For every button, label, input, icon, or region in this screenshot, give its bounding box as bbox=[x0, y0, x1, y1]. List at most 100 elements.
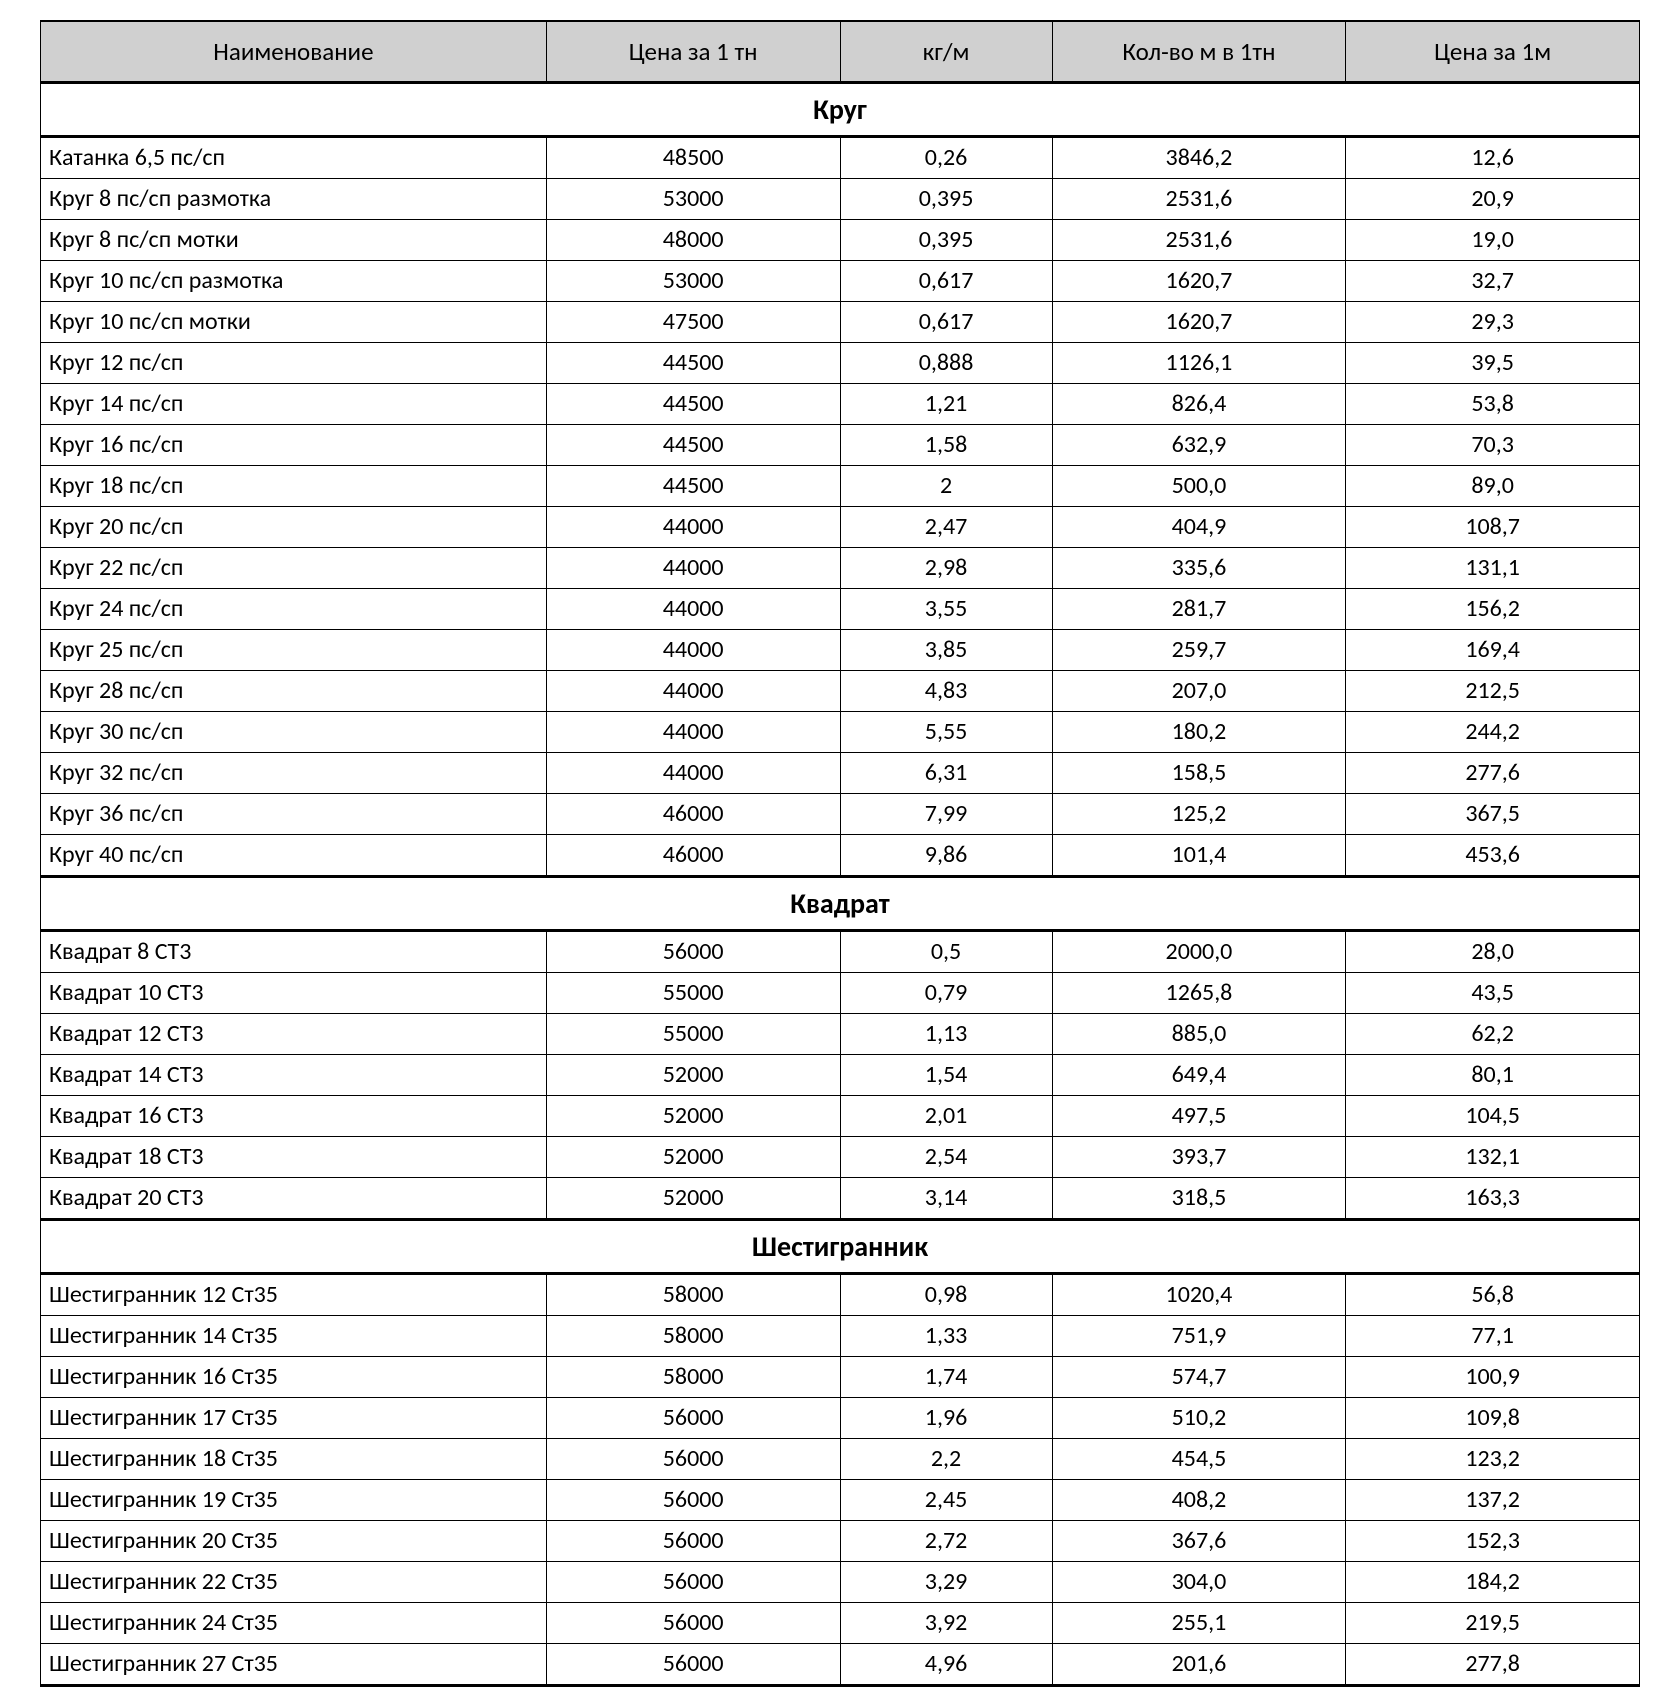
cell-value: 1,96 bbox=[840, 1398, 1052, 1439]
cell-value: 55000 bbox=[546, 973, 840, 1014]
section-title: Шестигранник bbox=[41, 1220, 1640, 1274]
cell-value: 2,54 bbox=[840, 1137, 1052, 1178]
cell-value: 885,0 bbox=[1052, 1014, 1346, 1055]
col-price-tn: Цена за 1 тн bbox=[546, 21, 840, 83]
cell-value: 158,5 bbox=[1052, 753, 1346, 794]
cell-value: 163,3 bbox=[1346, 1178, 1640, 1220]
cell-value: 632,9 bbox=[1052, 425, 1346, 466]
cell-value: 3,55 bbox=[840, 589, 1052, 630]
section-title: Круг bbox=[41, 83, 1640, 137]
cell-name: Квадрат 14 СТ3 bbox=[41, 1055, 547, 1096]
cell-value: 1,13 bbox=[840, 1014, 1052, 1055]
cell-value: 0,617 bbox=[840, 302, 1052, 343]
cell-name: Круг 20 пс/сп bbox=[41, 507, 547, 548]
cell-name: Круг 24 пс/сп bbox=[41, 589, 547, 630]
cell-value: 44000 bbox=[546, 630, 840, 671]
cell-name: Квадрат 8 СТ3 bbox=[41, 931, 547, 973]
table-body: КругКатанка 6,5 пс/сп485000,263846,212,6… bbox=[41, 83, 1640, 1686]
cell-value: 52000 bbox=[546, 1137, 840, 1178]
cell-name: Круг 18 пс/сп bbox=[41, 466, 547, 507]
cell-value: 574,7 bbox=[1052, 1357, 1346, 1398]
cell-value: 20,9 bbox=[1346, 179, 1640, 220]
cell-value: 44000 bbox=[546, 671, 840, 712]
cell-value: 1,58 bbox=[840, 425, 1052, 466]
table-row: Квадрат 18 СТ3520002,54393,7132,1 bbox=[41, 1137, 1640, 1178]
table-row: Квадрат 12 СТ3550001,13885,062,2 bbox=[41, 1014, 1640, 1055]
cell-value: 56000 bbox=[546, 1603, 840, 1644]
table-row: Круг 10 пс/сп размотка530000,6171620,732… bbox=[41, 261, 1640, 302]
cell-value: 219,5 bbox=[1346, 1603, 1640, 1644]
cell-value: 1620,7 bbox=[1052, 302, 1346, 343]
table-row: Шестигранник 24 Ст35560003,92255,1219,5 bbox=[41, 1603, 1640, 1644]
table-row: Квадрат 20 СТ3520003,14318,5163,3 bbox=[41, 1178, 1640, 1220]
cell-value: 44500 bbox=[546, 466, 840, 507]
cell-value: 56000 bbox=[546, 1398, 840, 1439]
cell-name: Шестигранник 18 Ст35 bbox=[41, 1439, 547, 1480]
cell-value: 2531,6 bbox=[1052, 179, 1346, 220]
cell-name: Шестигранник 27 Ст35 bbox=[41, 1644, 547, 1686]
cell-name: Шестигранник 20 Ст35 bbox=[41, 1521, 547, 1562]
cell-value: 44500 bbox=[546, 343, 840, 384]
table-row: Круг 16 пс/сп445001,58632,970,3 bbox=[41, 425, 1640, 466]
cell-value: 101,4 bbox=[1052, 835, 1346, 877]
table-row: Круг 36 пс/сп460007,99125,2367,5 bbox=[41, 794, 1640, 835]
cell-name: Шестигранник 16 Ст35 bbox=[41, 1357, 547, 1398]
cell-value: 304,0 bbox=[1052, 1562, 1346, 1603]
cell-value: 43,5 bbox=[1346, 973, 1640, 1014]
cell-value: 48000 bbox=[546, 220, 840, 261]
cell-name: Круг 14 пс/сп bbox=[41, 384, 547, 425]
cell-value: 2,72 bbox=[840, 1521, 1052, 1562]
cell-value: 89,0 bbox=[1346, 466, 1640, 507]
cell-value: 7,99 bbox=[840, 794, 1052, 835]
cell-value: 453,6 bbox=[1346, 835, 1640, 877]
cell-name: Квадрат 12 СТ3 bbox=[41, 1014, 547, 1055]
cell-value: 32,7 bbox=[1346, 261, 1640, 302]
cell-value: 0,888 bbox=[840, 343, 1052, 384]
table-row: Шестигранник 12 Ст35580000,981020,456,8 bbox=[41, 1274, 1640, 1316]
cell-name: Шестигранник 22 Ст35 bbox=[41, 1562, 547, 1603]
cell-value: 53,8 bbox=[1346, 384, 1640, 425]
cell-value: 500,0 bbox=[1052, 466, 1346, 507]
col-price-m: Цена за 1м bbox=[1346, 21, 1640, 83]
cell-value: 3,85 bbox=[840, 630, 1052, 671]
cell-name: Круг 10 пс/сп размотка bbox=[41, 261, 547, 302]
table-row: Круг 30 пс/сп440005,55180,2244,2 bbox=[41, 712, 1640, 753]
cell-value: 137,2 bbox=[1346, 1480, 1640, 1521]
cell-name: Круг 30 пс/сп bbox=[41, 712, 547, 753]
cell-value: 48500 bbox=[546, 137, 840, 179]
section-header: Шестигранник bbox=[41, 1220, 1640, 1274]
cell-value: 47500 bbox=[546, 302, 840, 343]
cell-value: 277,8 bbox=[1346, 1644, 1640, 1686]
cell-value: 19,0 bbox=[1346, 220, 1640, 261]
cell-value: 335,6 bbox=[1052, 548, 1346, 589]
section-title: Квадрат bbox=[41, 877, 1640, 931]
cell-name: Квадрат 20 СТ3 bbox=[41, 1178, 547, 1220]
table-row: Квадрат 16 СТ3520002,01497,5104,5 bbox=[41, 1096, 1640, 1137]
table-row: Квадрат 8 СТ3560000,52000,028,0 bbox=[41, 931, 1640, 973]
cell-value: 56000 bbox=[546, 1480, 840, 1521]
cell-value: 1020,4 bbox=[1052, 1274, 1346, 1316]
price-table: Наименование Цена за 1 тн кг/м Кол-во м … bbox=[40, 20, 1640, 1687]
cell-name: Круг 8 пс/сп мотки bbox=[41, 220, 547, 261]
section-header: Квадрат bbox=[41, 877, 1640, 931]
cell-value: 39,5 bbox=[1346, 343, 1640, 384]
table-row: Круг 32 пс/сп440006,31158,5277,6 bbox=[41, 753, 1640, 794]
cell-value: 44000 bbox=[546, 507, 840, 548]
table-row: Круг 18 пс/сп445002500,089,0 bbox=[41, 466, 1640, 507]
cell-name: Катанка 6,5 пс/сп bbox=[41, 137, 547, 179]
cell-value: 44000 bbox=[546, 548, 840, 589]
cell-value: 201,6 bbox=[1052, 1644, 1346, 1686]
cell-name: Круг 36 пс/сп bbox=[41, 794, 547, 835]
cell-name: Круг 22 пс/сп bbox=[41, 548, 547, 589]
cell-name: Круг 16 пс/сп bbox=[41, 425, 547, 466]
col-kgm: кг/м bbox=[840, 21, 1052, 83]
cell-value: 169,4 bbox=[1346, 630, 1640, 671]
cell-value: 1,54 bbox=[840, 1055, 1052, 1096]
table-row: Круг 24 пс/сп440003,55281,7156,2 bbox=[41, 589, 1640, 630]
cell-value: 44000 bbox=[546, 712, 840, 753]
cell-value: 212,5 bbox=[1346, 671, 1640, 712]
col-qty: Кол-во м в 1тн bbox=[1052, 21, 1346, 83]
cell-value: 244,2 bbox=[1346, 712, 1640, 753]
cell-value: 2,47 bbox=[840, 507, 1052, 548]
cell-name: Круг 28 пс/сп bbox=[41, 671, 547, 712]
